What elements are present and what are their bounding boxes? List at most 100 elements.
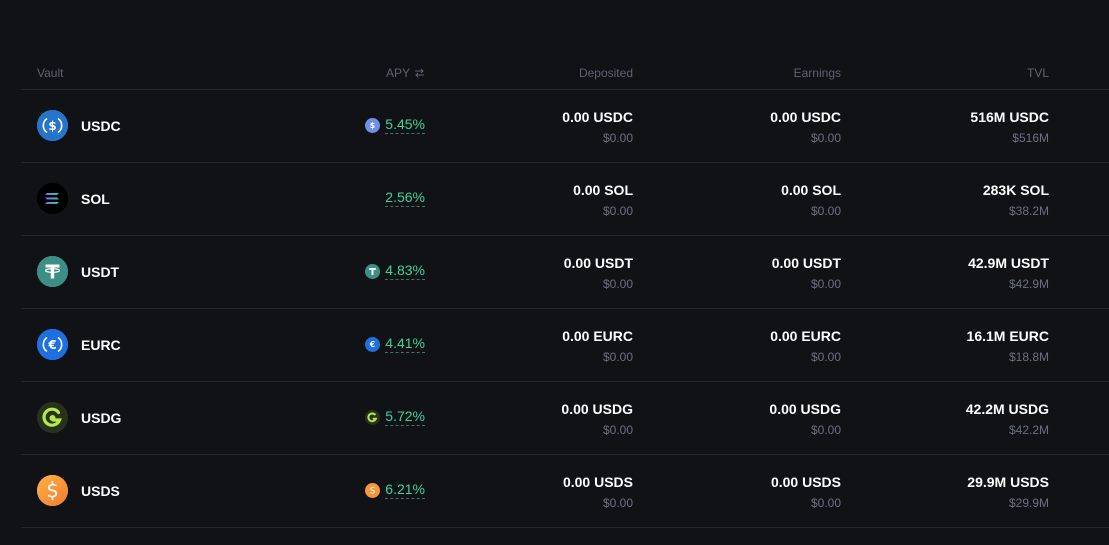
tvl-amount: 516M USDC	[970, 109, 1049, 125]
deposited-cell: 0.00 EURC $0.00	[562, 327, 633, 364]
apy-value: 2.56%	[385, 189, 425, 207]
tvl-cell: 42.2M USDG $42.2M	[966, 400, 1049, 437]
table-row[interactable]: USDT 4.83% 0.00 USDT $0.00 0.00 USDT $0.…	[21, 236, 1109, 309]
eurc-icon: €	[37, 329, 68, 360]
tvl-amount: 42.2M USDG	[965, 401, 1049, 417]
earnings-amount: 0.00 USDG	[769, 401, 841, 417]
token-name: SOL	[81, 190, 110, 207]
header-apy-sort[interactable]: APY	[386, 66, 425, 80]
earnings-cell: 0.00 USDC $0.00	[770, 108, 841, 145]
token-name: USDG	[81, 409, 122, 426]
table-row[interactable]: € EURC € 4.41% 0.00 EURC $0.00 0.00 EURC…	[21, 309, 1109, 382]
eurc-mini-icon: €	[365, 337, 381, 352]
svg-text:€: €	[47, 338, 56, 352]
earnings-usd: $0.00	[810, 350, 841, 364]
deposited-cell: 0.00 USDT $0.00	[564, 254, 633, 291]
table-row[interactable]: SOL 2.56% 0.00 SOL $0.00 0.00 SOL $0.00 …	[21, 163, 1109, 236]
earnings-amount: 0.00 SOL	[781, 182, 841, 198]
usdg-icon	[37, 402, 68, 433]
apy-value: 6.21%	[385, 481, 425, 499]
apy-cell[interactable]: 4.83%	[365, 263, 425, 280]
deposited-amount: 0.00 SOL	[573, 182, 633, 198]
apy-value: 4.41%	[385, 335, 425, 353]
apy-cell[interactable]: $ 5.45%	[365, 117, 425, 134]
deposited-amount: 0.00 USDC	[562, 109, 633, 125]
tvl-usd: $18.8M	[1008, 350, 1049, 364]
earnings-amount: 0.00 EURC	[770, 328, 841, 344]
deposited-amount: 0.00 USDG	[561, 401, 633, 417]
vault-cell: € EURC	[37, 329, 121, 360]
apy-cell[interactable]: 5.72%	[365, 409, 425, 426]
apy-value: 5.45%	[385, 116, 425, 134]
header-deposited: Deposited	[578, 66, 633, 80]
tvl-amount: 283K SOL	[982, 182, 1049, 198]
deposited-usd: $0.00	[602, 204, 633, 218]
header-earnings: Earnings	[793, 66, 841, 80]
token-name: USDT	[81, 263, 120, 280]
earnings-amount: 0.00 USDC	[770, 109, 841, 125]
table-header: Vault APY Deposited Earnings TVL	[21, 54, 1109, 90]
svg-text:S: S	[370, 487, 376, 497]
tvl-cell: 283K SOL $38.2M	[983, 181, 1049, 218]
header-tvl: TVL	[1026, 66, 1049, 80]
tvl-amount: 42.9M USDT	[968, 255, 1049, 271]
earnings-usd: $0.00	[810, 131, 841, 145]
sol-icon	[37, 183, 68, 214]
token-name: USDC	[81, 117, 121, 134]
deposited-amount: 0.00 EURC	[562, 328, 633, 344]
tvl-amount: 16.1M EURC	[966, 328, 1049, 344]
apy-cell[interactable]: 2.56%	[385, 190, 425, 207]
usdt-icon	[37, 256, 68, 287]
apy-cell[interactable]: € 4.41%	[365, 336, 425, 353]
vault-cell: $ USDC	[37, 110, 121, 141]
token-name: USDS	[81, 482, 120, 499]
deposited-cell: 0.00 USDG $0.00	[561, 400, 633, 437]
deposited-amount: 0.00 USDS	[562, 474, 633, 490]
table-row[interactable]: $ USDC $ 5.45% 0.00 USDC $0.00 0.00 USDC…	[21, 90, 1109, 163]
tvl-cell: 516M USDC $516M	[970, 108, 1049, 145]
vault-cell: USDT	[37, 256, 119, 287]
earnings-usd: $0.00	[810, 277, 841, 291]
usds-icon: S	[37, 475, 68, 506]
tvl-usd: $42.2M	[1008, 423, 1049, 437]
svg-text:$: $	[370, 121, 375, 130]
tvl-usd: $516M	[1012, 131, 1049, 145]
usdt-mini-icon	[365, 264, 381, 279]
deposited-usd: $0.00	[602, 496, 633, 510]
vault-cell: USDG	[37, 402, 121, 433]
earnings-cell: 0.00 SOL $0.00	[781, 181, 841, 218]
usds-mini-icon: S	[365, 483, 381, 498]
tvl-cell: 16.1M EURC $18.8M	[967, 327, 1049, 364]
svg-text:€: €	[369, 340, 375, 349]
earnings-cell: 0.00 USDG $0.00	[769, 400, 841, 437]
tvl-amount: 29.9M USDS	[967, 474, 1049, 490]
vault-cell: SOL	[37, 183, 110, 214]
table-row[interactable]: S USDS S 6.21% 0.00 USDS $0.00 0.00 USDS…	[21, 455, 1109, 528]
tvl-usd: $42.9M	[1008, 277, 1049, 291]
header-apy-label: APY	[385, 66, 410, 80]
svg-text:$: $	[48, 119, 56, 133]
usdc-icon: $	[37, 110, 68, 141]
svg-text:S: S	[47, 481, 58, 502]
tvl-cell: 29.9M USDS $29.9M	[967, 473, 1049, 510]
earnings-usd: $0.00	[810, 204, 841, 218]
earnings-cell: 0.00 USDT $0.00	[772, 254, 841, 291]
table-row[interactable]: USDG 5.72% 0.00 USDG $0.00 0.00 USDG $0.…	[21, 382, 1109, 455]
deposited-usd: $0.00	[602, 423, 633, 437]
apy-value: 4.83%	[385, 262, 425, 280]
earnings-usd: $0.00	[810, 496, 841, 510]
tvl-cell: 42.9M USDT $42.9M	[968, 254, 1049, 291]
deposited-cell: 0.00 SOL $0.00	[573, 181, 633, 218]
apy-value: 5.72%	[385, 408, 425, 426]
deposited-cell: 0.00 USDC $0.00	[562, 108, 633, 145]
deposited-usd: $0.00	[602, 277, 633, 291]
apy-cell[interactable]: S 6.21%	[365, 482, 425, 499]
vault-cell: S USDS	[37, 475, 120, 506]
earnings-cell: 0.00 USDS $0.00	[771, 473, 841, 510]
deposited-usd: $0.00	[602, 131, 633, 145]
tvl-usd: $29.9M	[1008, 496, 1049, 510]
usdc-mini-icon: $	[365, 118, 381, 133]
deposited-cell: 0.00 USDS $0.00	[563, 473, 633, 510]
tvl-usd: $38.2M	[1008, 204, 1049, 218]
header-vault: Vault	[37, 66, 64, 80]
